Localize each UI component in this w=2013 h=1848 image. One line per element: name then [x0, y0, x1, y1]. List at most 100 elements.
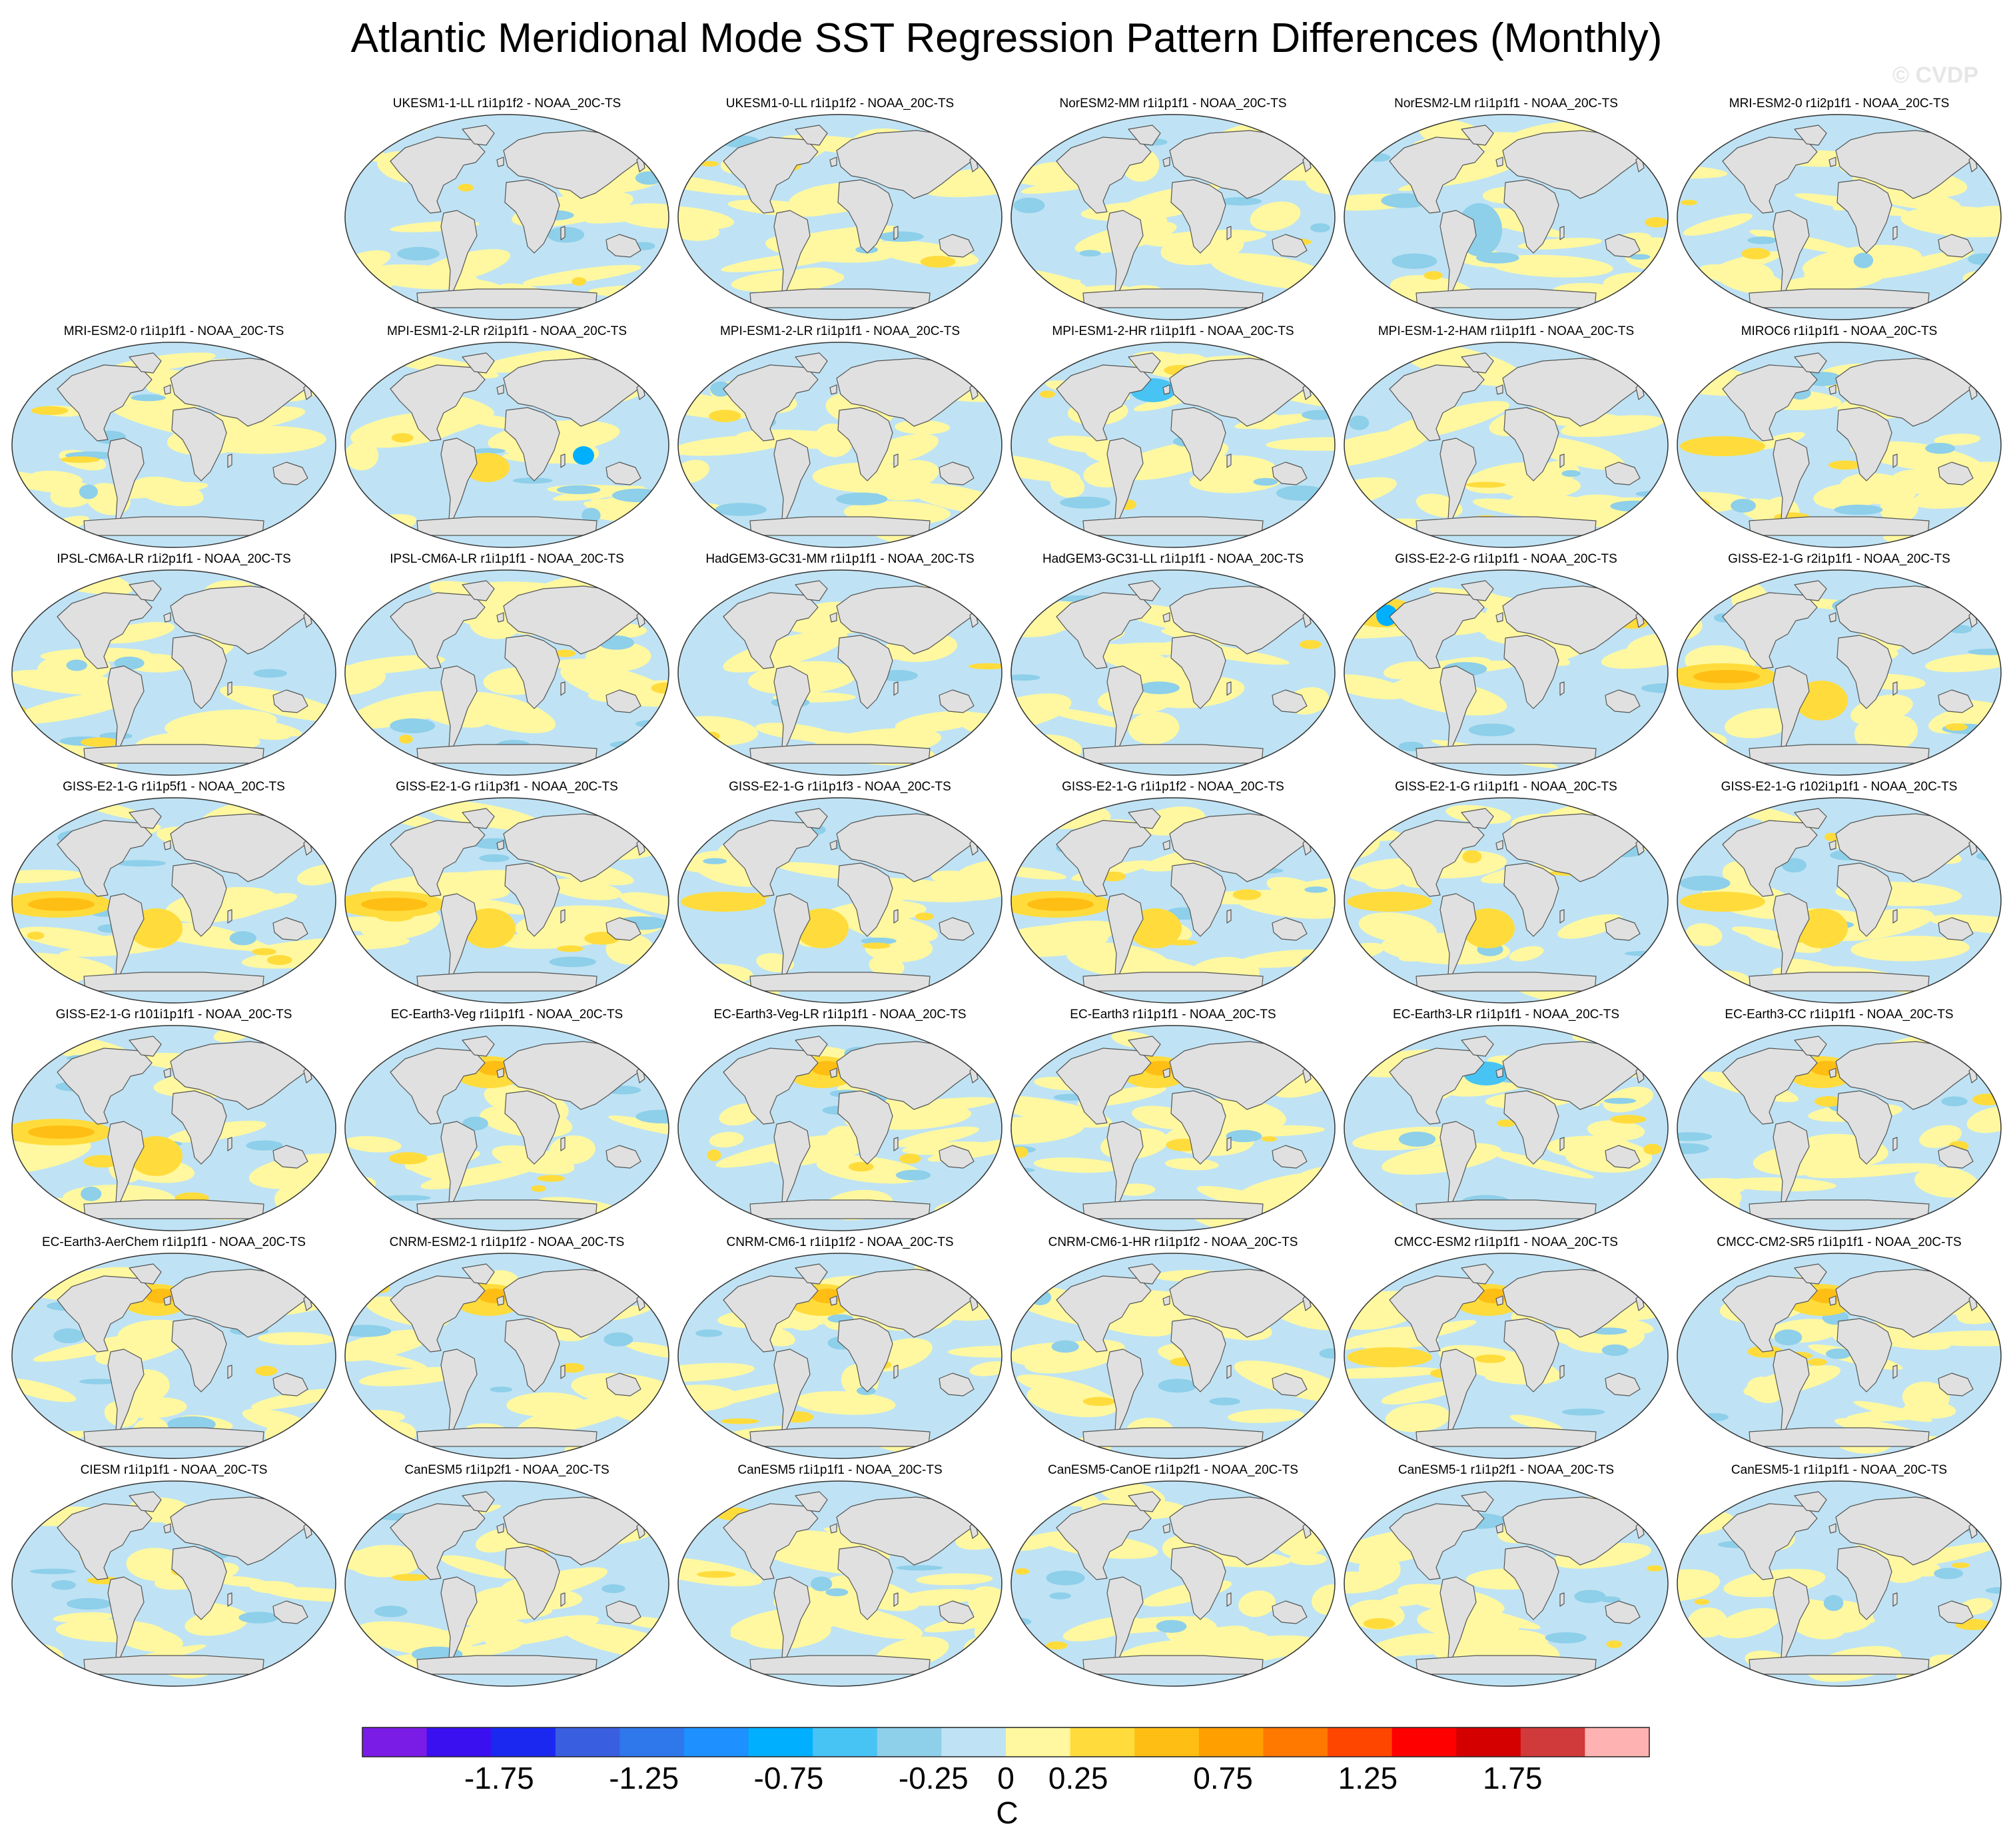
colorbar-swatch [1070, 1727, 1135, 1757]
map-panel: MPI-ESM1-2-LR r1i1p1f1 - NOAA_20C-TS [677, 324, 1003, 550]
land-mask [1722, 1263, 1978, 1447]
panel-title: MRI-ESM2-0 r1i2p1f1 - NOAA_20C-TS [1729, 97, 1950, 111]
sst-map [344, 114, 669, 320]
land-mask [723, 580, 979, 764]
map-panel: CIESM r1i1p1f1 - NOAA_20C-TS [11, 1462, 337, 1689]
sst-map [677, 342, 1003, 548]
east-pacific-warm-anomaly [1680, 436, 1765, 456]
panel-title: EC-Earth3-Veg r1i1p1f1 - NOAA_20C-TS [390, 1008, 623, 1022]
map-panel: MPI-ESM1-2-LR r2i1p1f1 - NOAA_20C-TS [344, 324, 670, 550]
land-mask [57, 1491, 312, 1675]
land-mask [1389, 1263, 1645, 1447]
figure-title: Atlantic Meridional Mode SST Regression … [350, 15, 1663, 61]
land-mask [1389, 1491, 1645, 1675]
colorbar-swatch [684, 1727, 749, 1757]
map-border [11, 569, 336, 776]
land-mask [723, 125, 979, 308]
map-border [677, 1025, 1003, 1231]
colorbar-tick-label: 1.25 [1338, 1761, 1398, 1793]
panel-title: CanESM5 r1i1p2f1 - NOAA_20C-TS [404, 1463, 609, 1477]
land-mask [1722, 125, 1978, 308]
map-border [677, 342, 1003, 548]
map-panel: CMCC-ESM2 r1i1p1f1 - NOAA_20C-TS [1343, 1235, 1669, 1461]
land-mask [390, 580, 645, 764]
sst-map [1677, 1480, 2002, 1687]
sst-map [1344, 1480, 1669, 1687]
sst-map [1010, 1025, 1336, 1231]
land-mask [1056, 808, 1312, 992]
sst-map [1677, 114, 2002, 320]
land-mask [1722, 1036, 1978, 1219]
map-border [11, 797, 336, 1004]
land-mask [1389, 352, 1645, 536]
colorbar-swatch [877, 1727, 942, 1757]
land-mask [390, 808, 645, 992]
east-pacific-warm-anomaly [1347, 1347, 1432, 1367]
cvdp-watermark: © CVDP [1892, 63, 1978, 88]
colorbar-tick-label: 0.75 [1193, 1761, 1253, 1793]
colorbar-swatch [1006, 1727, 1071, 1757]
sst-map [677, 1480, 1003, 1687]
map-border [1344, 1025, 1669, 1231]
map-panel: CanESM5-CanOE r1i1p2f1 - NOAA_20C-TS [1010, 1462, 1336, 1689]
map-border [1010, 797, 1336, 1004]
land-mask [1056, 125, 1312, 308]
colorbar-swatch [1198, 1727, 1264, 1757]
east-pacific-warm-anomaly [681, 892, 766, 912]
map-panel: MPI-ESM1-2-HR r1i1p1f1 - NOAA_20C-TS [1010, 324, 1336, 550]
sst-map [677, 114, 1003, 320]
sst-map [1010, 114, 1336, 320]
map-border [1677, 1025, 2002, 1231]
map-border [344, 1480, 669, 1687]
map-border [677, 797, 1003, 1004]
map-panel: NorESM2-MM r1i1p1f1 - NOAA_20C-TS [1010, 96, 1336, 322]
sst-map [344, 1025, 669, 1231]
land-mask [390, 352, 645, 536]
colorbar-swatch [1520, 1727, 1585, 1757]
panel-title: GISS-E2-1-G r1i1p1f3 - NOAA_20C-TS [729, 780, 951, 794]
map-border [344, 114, 669, 320]
panel-title: GISS-E2-1-G r101i1p1f1 - NOAA_20C-TS [55, 1008, 292, 1022]
panel-title: CanESM5-1 r1i1p1f1 - NOAA_20C-TS [1731, 1463, 1948, 1477]
colorbar-swatch [1392, 1727, 1457, 1757]
land-mask [390, 1036, 645, 1219]
panel-title: MPI-ESM1-2-HR r1i1p1f1 - NOAA_20C-TS [1052, 324, 1294, 338]
map-panel: CMCC-CM2-SR5 r1i1p1f1 - NOAA_20C-TS [1676, 1235, 2002, 1461]
panel-title: GISS-E2-1-G r102i1p1f1 - NOAA_20C-TS [1721, 780, 1958, 794]
map-panel: MRI-ESM2-0 r1i2p1f1 - NOAA_20C-TS [1676, 96, 2002, 322]
map-panel: UKESM1-0-LL r1i1p1f2 - NOAA_20C-TS [677, 96, 1003, 322]
colorbar-swatch [555, 1727, 620, 1757]
map-border [1677, 569, 2002, 776]
east-pacific-warm-anomaly [1680, 892, 1765, 912]
land-mask [723, 352, 979, 536]
sst-map [1344, 797, 1669, 1004]
land-mask [1056, 1263, 1312, 1447]
panel-title: MIROC6 r1i1p1f1 - NOAA_20C-TS [1741, 324, 1938, 338]
map-border [1010, 342, 1336, 548]
sst-map [1677, 1253, 2002, 1459]
map-border [1010, 1253, 1336, 1459]
map-panel: GISS-E2-1-G r1i1p1f1 - NOAA_20C-TS [1343, 779, 1669, 1006]
land-mask [723, 1491, 979, 1675]
colorbar-swatch [1328, 1727, 1393, 1757]
panel-title: IPSL-CM6A-LR r1i2p1f1 - NOAA_20C-TS [57, 552, 291, 566]
map-panel: MPI-ESM-1-2-HAM r1i1p1f1 - NOAA_20C-TS [1343, 324, 1669, 550]
map-panel: CanESM5-1 r1i1p2f1 - NOAA_20C-TS [1343, 1462, 1669, 1689]
map-border [1677, 797, 2002, 1004]
map-panel: GISS-E2-1-G r102i1p1f1 - NOAA_20C-TS [1676, 779, 2002, 1006]
map-panel: EC-Earth3-CC r1i1p1f1 - NOAA_20C-TS [1676, 1007, 2002, 1233]
panel-title: HadGEM3-GC31-LL r1i1p1f1 - NOAA_20C-TS [1042, 552, 1304, 566]
panel-title: NorESM2-MM r1i1p1f1 - NOAA_20C-TS [1059, 97, 1287, 111]
land-mask [57, 1036, 312, 1219]
panel-title: MPI-ESM-1-2-HAM r1i1p1f1 - NOAA_20C-TS [1378, 324, 1635, 338]
land-mask [1722, 580, 1978, 764]
map-border [1010, 114, 1336, 320]
map-panel: MRI-ESM2-0 r1i1p1f1 - NOAA_20C-TS [11, 324, 337, 550]
land-mask [1722, 808, 1978, 992]
colorbar: -1.75 -1.25 -0.75 -0.25 0 0.25 0.75 1.25 1.75 [362, 1727, 1650, 1793]
land-mask [723, 1263, 979, 1447]
panel-title: NorESM2-LM r1i1p1f1 - NOAA_20C-TS [1394, 97, 1618, 111]
panel-title: EC-Earth3-CC r1i1p1f1 - NOAA_20C-TS [1725, 1008, 1954, 1022]
sst-map [1344, 1253, 1669, 1459]
sst-map [677, 1253, 1003, 1459]
